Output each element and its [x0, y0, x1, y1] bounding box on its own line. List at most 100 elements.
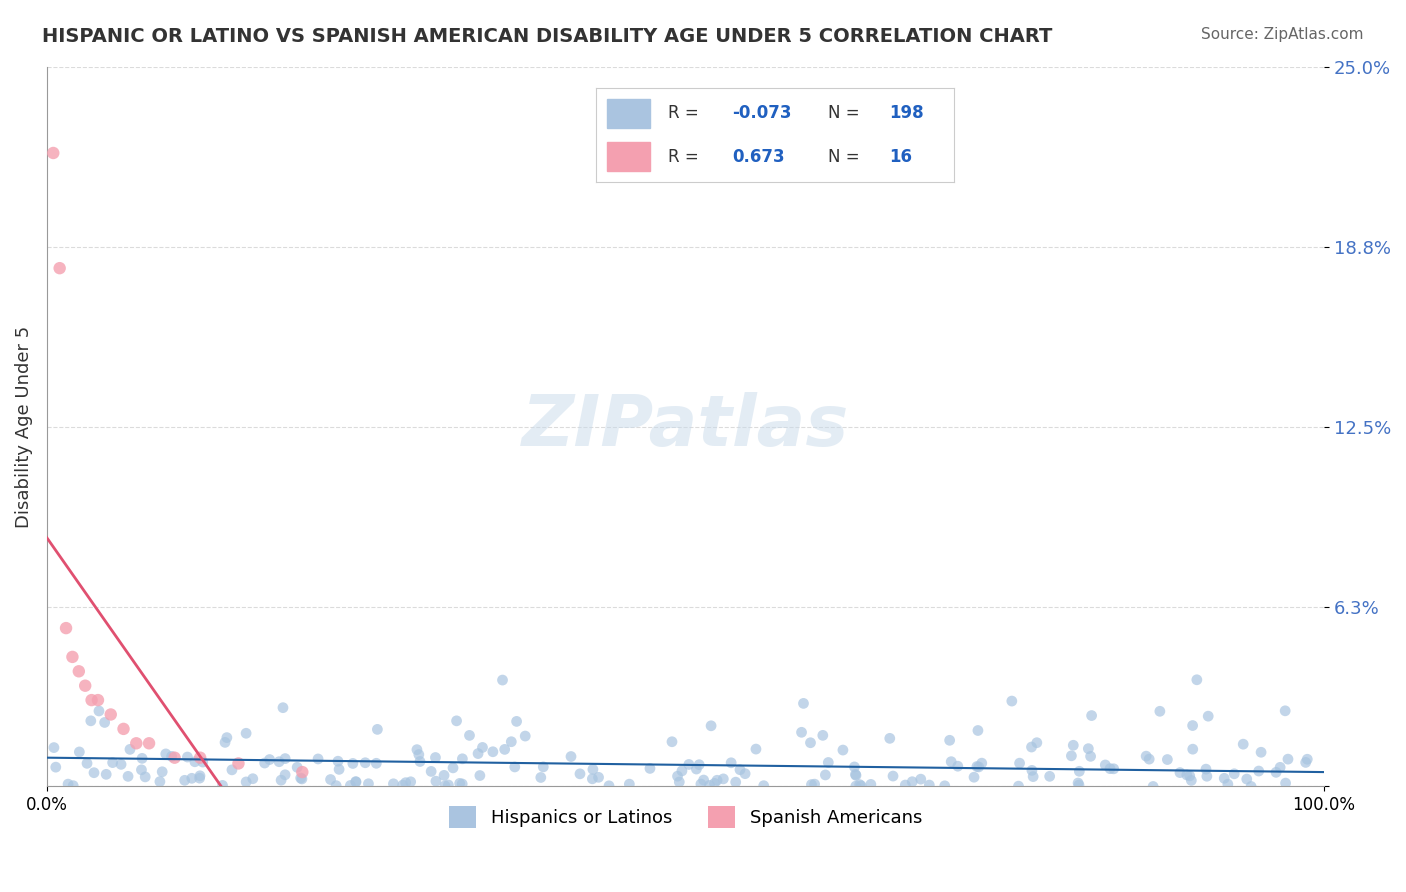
Point: [1069, 764, 1091, 779]
Point: [938, 733, 960, 747]
Point: [560, 749, 582, 764]
Point: [588, 770, 610, 784]
Point: [966, 759, 988, 773]
Point: [409, 755, 432, 769]
Point: [1247, 764, 1270, 778]
Point: [503, 760, 526, 774]
Point: [242, 772, 264, 786]
Point: [690, 777, 713, 791]
Point: [692, 773, 714, 788]
Point: [83, 765, 105, 780]
Point: [1250, 745, 1272, 759]
Point: [1181, 742, 1204, 756]
Point: [734, 766, 756, 780]
Point: [319, 772, 342, 787]
Point: [668, 775, 690, 789]
Point: [1137, 752, 1160, 766]
Point: [792, 697, 814, 711]
Point: [581, 772, 603, 786]
Point: [42, 740, 65, 755]
Point: [391, 778, 413, 792]
Point: [1007, 779, 1029, 793]
Point: [700, 719, 723, 733]
Point: [433, 768, 456, 782]
Point: [934, 779, 956, 793]
Point: [325, 779, 347, 793]
Point: [790, 725, 813, 739]
Point: [328, 763, 350, 777]
Point: [491, 673, 513, 687]
Point: [274, 768, 297, 782]
Point: [1021, 764, 1043, 778]
Point: [800, 778, 823, 792]
Point: [530, 771, 553, 785]
Point: [844, 760, 866, 774]
Point: [1181, 718, 1204, 732]
Point: [1025, 736, 1047, 750]
Point: [1156, 753, 1178, 767]
Point: [399, 774, 422, 789]
Point: [471, 740, 494, 755]
Point: [188, 771, 211, 785]
Point: [685, 762, 707, 776]
Point: [138, 736, 160, 750]
Point: [259, 753, 281, 767]
Point: [366, 723, 388, 737]
Point: [80, 714, 103, 728]
Point: [45, 760, 67, 774]
Point: [1060, 748, 1083, 763]
Point: [946, 759, 969, 773]
Point: [699, 779, 721, 793]
Point: [211, 779, 233, 793]
Point: [117, 769, 139, 783]
Point: [131, 751, 153, 765]
Point: [619, 777, 641, 791]
Point: [221, 763, 243, 777]
Point: [724, 775, 747, 789]
Point: [451, 777, 474, 791]
Point: [1062, 739, 1084, 753]
Point: [963, 770, 986, 784]
Point: [882, 769, 904, 783]
Point: [253, 756, 276, 770]
Point: [1274, 704, 1296, 718]
Point: [817, 756, 839, 770]
Point: [671, 764, 693, 778]
Point: [1178, 769, 1201, 783]
Point: [918, 778, 941, 792]
Point: [357, 777, 380, 791]
Legend: Hispanics or Latinos, Spanish Americans: Hispanics or Latinos, Spanish Americans: [441, 798, 929, 835]
Point: [441, 761, 464, 775]
Point: [1295, 756, 1317, 770]
Point: [274, 751, 297, 765]
Point: [859, 777, 882, 791]
Point: [666, 769, 689, 783]
Point: [711, 772, 734, 786]
Point: [910, 772, 932, 786]
Point: [134, 770, 156, 784]
Point: [110, 757, 132, 772]
Point: [494, 742, 516, 756]
Point: [1195, 762, 1218, 776]
Point: [188, 750, 211, 764]
Point: [344, 775, 367, 789]
Point: [1265, 765, 1288, 780]
Point: [326, 754, 349, 768]
Point: [501, 735, 523, 749]
Point: [970, 756, 993, 771]
Point: [1236, 772, 1258, 786]
Point: [101, 756, 124, 770]
Point: [163, 750, 186, 764]
Point: [449, 776, 471, 790]
Point: [112, 722, 135, 736]
Point: [706, 773, 728, 788]
Point: [62, 649, 84, 664]
Point: [814, 768, 837, 782]
Point: [1149, 704, 1171, 718]
Point: [845, 779, 868, 793]
Point: [131, 763, 153, 777]
Point: [1080, 749, 1102, 764]
Point: [408, 747, 430, 762]
Point: [173, 773, 195, 788]
Point: [176, 750, 198, 764]
